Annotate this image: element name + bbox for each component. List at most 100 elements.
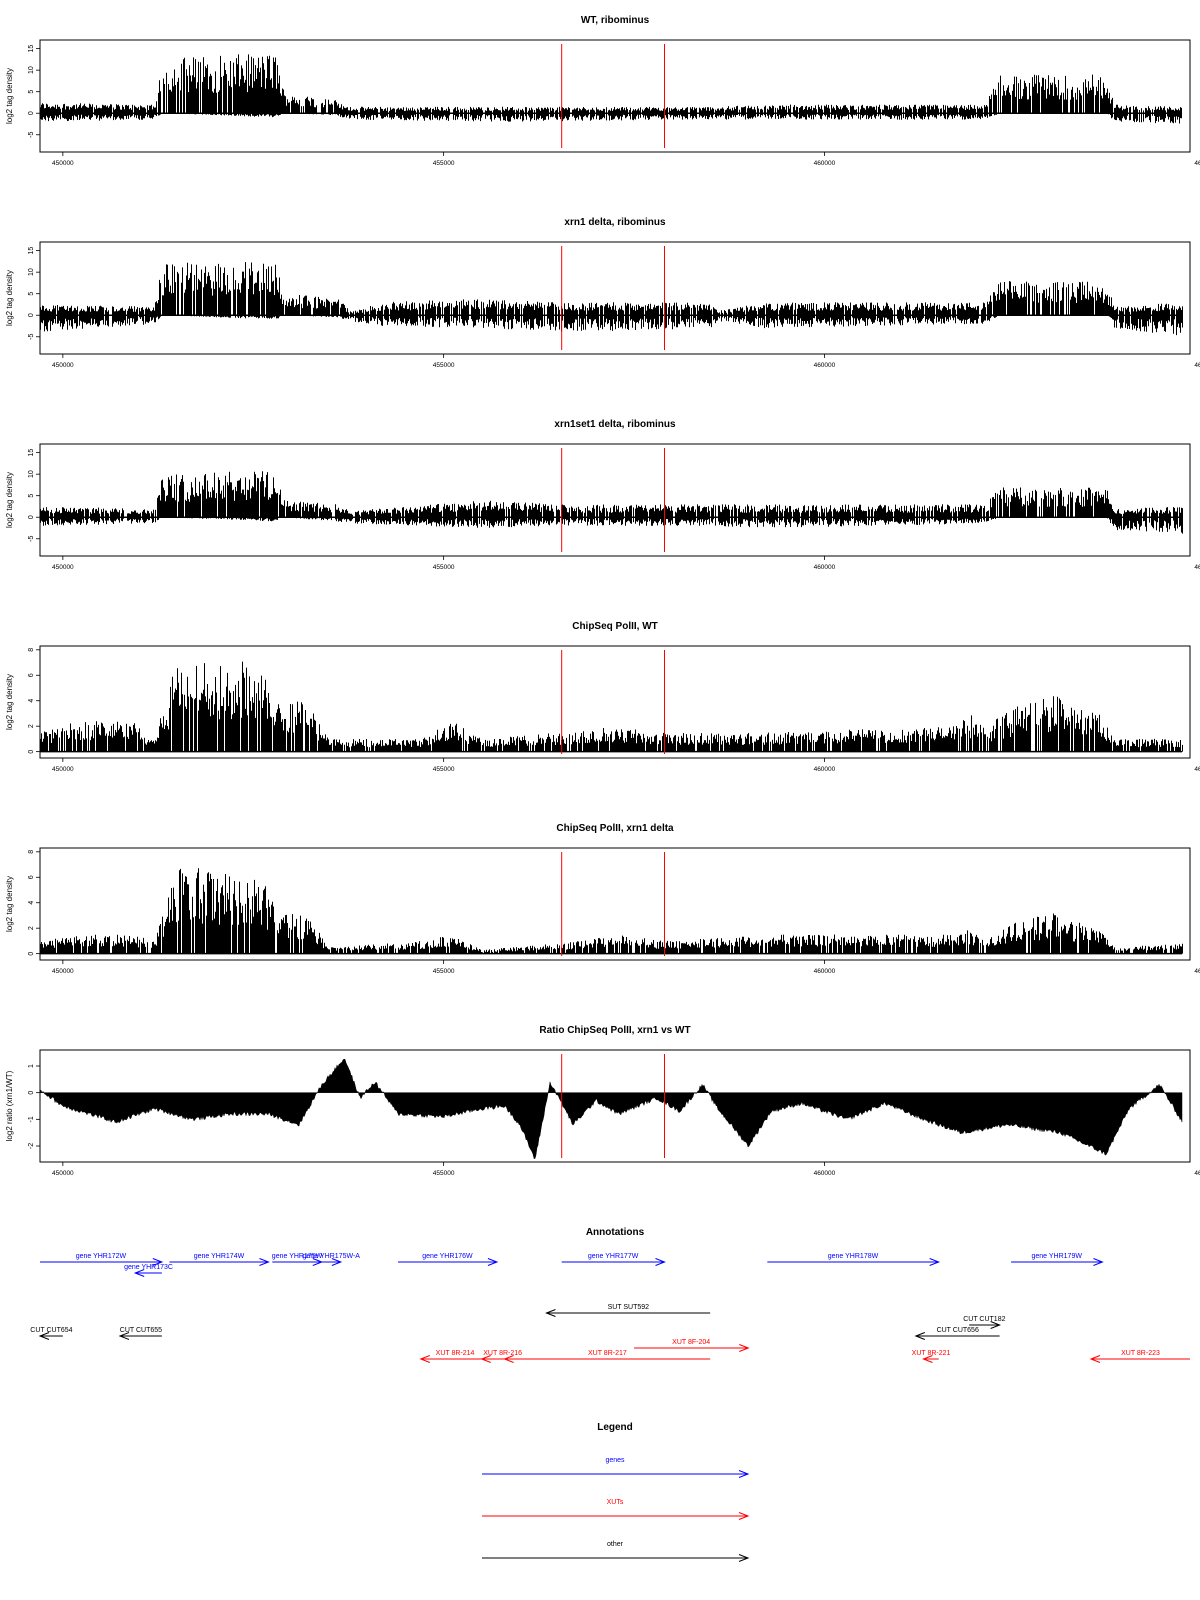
y-tick-label: 4 xyxy=(28,699,35,703)
density-bars xyxy=(40,868,1183,954)
annotation-label: XUT 8R-217 xyxy=(588,1350,627,1357)
annotation-label: XUT 8R-214 xyxy=(436,1350,475,1357)
x-tick-label: 450000 xyxy=(52,160,74,167)
annotation-label: CUT CUT655 xyxy=(120,1327,162,1334)
annotation-label: XUT 8R-216 xyxy=(483,1350,522,1357)
annotation-xut: XUT 8R-216 xyxy=(480,1350,524,1363)
annotation-gene: gene YHR172W xyxy=(40,1253,164,1266)
y-tick-label: 15 xyxy=(28,45,35,53)
arrow-head xyxy=(738,1554,750,1562)
y-tick-label: 0 xyxy=(28,313,35,317)
annotation-gene: gene YHR173C xyxy=(124,1264,173,1277)
y-axis-label: log2 tag density xyxy=(5,68,14,124)
annotation-label: gene YHR179W xyxy=(1031,1253,1082,1260)
x-tick-label: 460000 xyxy=(814,1170,836,1177)
arrow-head xyxy=(739,1344,750,1352)
x-tick-label: 455000 xyxy=(433,160,455,167)
x-tick-label: 465000 xyxy=(1194,766,1200,773)
x-tick-label: 450000 xyxy=(52,564,74,571)
arrow-head xyxy=(480,1355,491,1363)
arrow-head xyxy=(152,1258,164,1266)
legend-label: other xyxy=(607,1541,624,1548)
annotation-label: CUT CUT656 xyxy=(937,1327,979,1334)
track-panels: WT, ribominus log2 tag density -5 0 5 10 15 450… xyxy=(5,15,1200,1177)
track-panel: WT, ribominus log2 tag density -5 0 5 10 15 450… xyxy=(5,15,1200,167)
y-tick-label: -5 xyxy=(28,334,35,340)
density-bars xyxy=(40,471,1183,534)
y-tick-label: 6 xyxy=(28,673,35,677)
x-tick-label: 455000 xyxy=(433,766,455,773)
arrow-head xyxy=(990,1321,1001,1329)
x-tick-label: 450000 xyxy=(52,968,74,975)
y-tick-label: 0 xyxy=(28,1091,35,1095)
track-panel: ChipSeq PolII, xrn1 delta log2 tag densit… xyxy=(5,823,1200,975)
track-panel: xrn1set1 delta, ribominus log2 tag densit… xyxy=(5,419,1200,571)
x-tick-label: 450000 xyxy=(52,1170,74,1177)
x-tick-label: 465000 xyxy=(1194,564,1200,571)
annotation-xut: XUT 8R-221 xyxy=(912,1350,951,1363)
panel-title: Ratio ChipSeq PolII, xrn1 vs WT xyxy=(539,1025,690,1036)
arrow-head xyxy=(133,1269,145,1277)
x-tick-label: 460000 xyxy=(814,766,836,773)
x-tick-label: 455000 xyxy=(433,1170,455,1177)
y-tick-label: 0 xyxy=(28,750,35,754)
plot-frame xyxy=(39,39,1191,153)
y-tick-label: 0 xyxy=(28,111,35,115)
arrow-head xyxy=(929,1258,941,1266)
arrow-head xyxy=(545,1309,556,1317)
annotation-other: CUT CUT655 xyxy=(118,1327,162,1340)
arrow-head xyxy=(922,1355,933,1363)
arrow-head xyxy=(331,1258,343,1266)
y-axis-label: log2 ratio (xrn1/WT) xyxy=(5,1070,14,1141)
annotation-gene: gene YHR177W xyxy=(561,1253,666,1266)
annotation-label: XUT 8F-204 xyxy=(672,1339,710,1346)
legend-label: genes xyxy=(605,1457,625,1464)
track-panel: xrn1 delta, ribominus log2 tag density -5 0… xyxy=(5,217,1200,369)
arrow-head xyxy=(738,1512,750,1520)
panel-title: WT, ribominus xyxy=(581,15,650,26)
annotation-label: gene YHR177W xyxy=(588,1253,639,1260)
arrow-head xyxy=(487,1258,499,1266)
x-tick-label: 465000 xyxy=(1194,160,1200,167)
legend-title: Legend xyxy=(597,1422,633,1433)
y-tick-label: 8 xyxy=(28,850,35,854)
x-tick-label: 465000 xyxy=(1194,1170,1200,1177)
y-tick-label: 5 xyxy=(28,494,35,498)
annotations-panel: Annotations gene YHR172W gene YHR173C gene… xyxy=(30,1227,1190,1363)
annotation-label: gene YHR174W xyxy=(194,1253,245,1260)
annotation-xut: XUT 8R-214 xyxy=(419,1350,490,1363)
annotation-gene: gene YHR174W xyxy=(169,1253,270,1266)
annotation-label: gene YHR178W xyxy=(828,1253,879,1260)
annotation-gene: gene YHR175W-A xyxy=(303,1253,360,1266)
track-panel: ChipSeq PolII, WT log2 tag density 0 2 4 6 8 45… xyxy=(5,621,1200,773)
legend-other: other xyxy=(482,1541,750,1562)
arrow-head xyxy=(419,1355,430,1363)
y-tick-label: -1 xyxy=(28,1116,35,1122)
arrow-head xyxy=(914,1332,926,1340)
y-tick-label: -2 xyxy=(28,1143,35,1149)
x-tick-label: 465000 xyxy=(1194,968,1200,975)
annotation-label: gene YHR172W xyxy=(76,1253,127,1260)
legend-xut: XUTs xyxy=(482,1499,750,1520)
x-tick-label: 450000 xyxy=(52,766,74,773)
y-axis-label: log2 tag density xyxy=(5,270,14,326)
arrow-head xyxy=(655,1258,666,1266)
legend-panel: Legend genes XUTs other xyxy=(482,1422,750,1562)
y-axis-label: log2 tag density xyxy=(5,876,14,932)
annotation-gene: gene YHR178W xyxy=(767,1253,941,1266)
y-tick-label: 0 xyxy=(28,952,35,956)
arrow-head xyxy=(118,1332,130,1340)
annotation-other: CUT CUT182 xyxy=(963,1316,1006,1329)
y-tick-label: 10 xyxy=(28,470,35,478)
arrow-head xyxy=(259,1258,270,1266)
x-tick-label: 450000 xyxy=(52,362,74,369)
plot-frame xyxy=(39,847,1191,961)
x-tick-label: 460000 xyxy=(814,160,836,167)
annotation-other: CUT CUT654 xyxy=(30,1327,73,1340)
legend-label: XUTs xyxy=(607,1499,624,1506)
x-tick-label: 460000 xyxy=(814,564,836,571)
annotation-label: XUT 8R-221 xyxy=(912,1350,951,1357)
y-tick-label: 2 xyxy=(28,724,35,728)
y-axis-label: log2 tag density xyxy=(5,472,14,528)
